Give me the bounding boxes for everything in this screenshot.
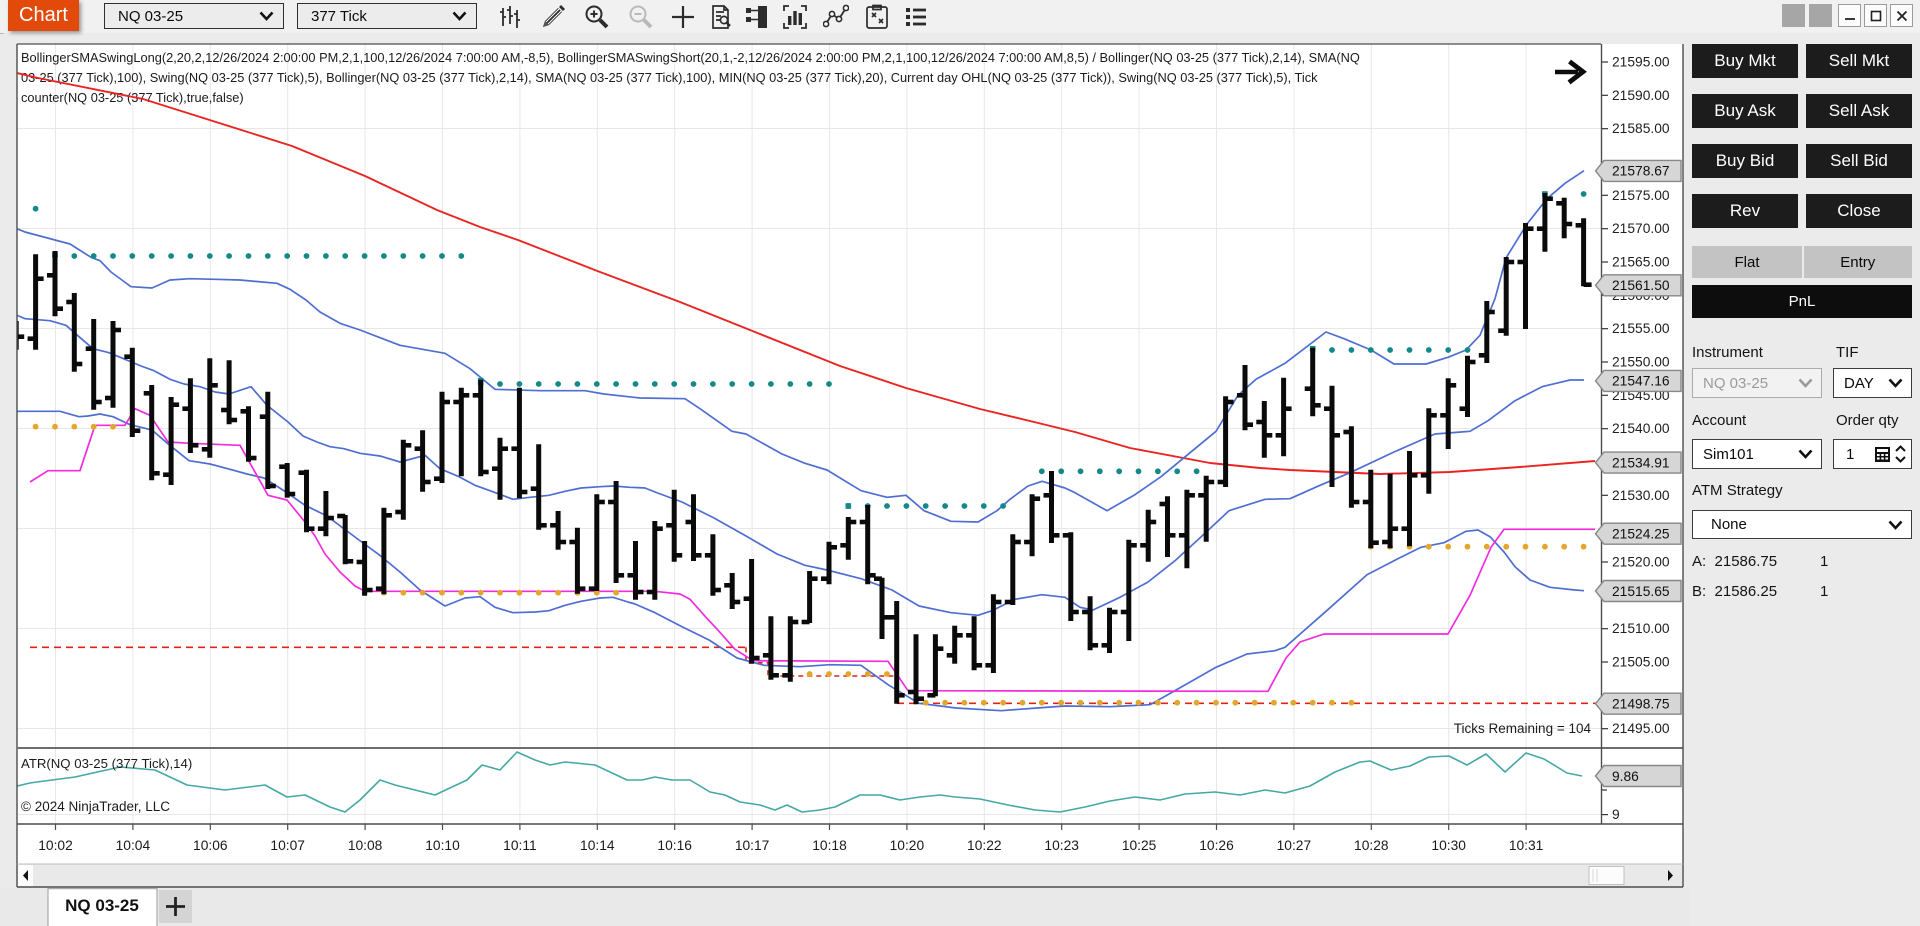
- svg-text:Ticks Remaining = 104: Ticks Remaining = 104: [1454, 721, 1592, 736]
- svg-text:9: 9: [1612, 807, 1620, 822]
- svg-text:10:11: 10:11: [503, 838, 537, 853]
- svg-text:10:28: 10:28: [1354, 838, 1389, 853]
- svg-text:10:04: 10:04: [116, 838, 151, 853]
- svg-text:21534.91: 21534.91: [1612, 455, 1670, 470]
- svg-text:10:06: 10:06: [193, 838, 228, 853]
- svg-text:10:18: 10:18: [812, 838, 847, 853]
- svg-text:10:23: 10:23: [1044, 838, 1079, 853]
- svg-text:21561.50: 21561.50: [1612, 278, 1670, 293]
- svg-text:NQ 03-25: NQ 03-25: [65, 896, 139, 915]
- svg-text:03-25 (377 Tick),100), Swing(N: 03-25 (377 Tick),100), Swing(NQ 03-25 (3…: [21, 70, 1318, 85]
- svg-text:21520.00: 21520.00: [1612, 555, 1670, 570]
- svg-text:10:08: 10:08: [348, 838, 383, 853]
- svg-text:21540.00: 21540.00: [1612, 421, 1670, 436]
- svg-text:10:07: 10:07: [270, 838, 305, 853]
- svg-text:21495.00: 21495.00: [1612, 721, 1670, 736]
- svg-text:21498.75: 21498.75: [1612, 697, 1670, 712]
- svg-text:10:26: 10:26: [1199, 838, 1234, 853]
- svg-text:10:16: 10:16: [657, 838, 692, 853]
- svg-text:21515.65: 21515.65: [1612, 584, 1670, 599]
- svg-text:10:31: 10:31: [1509, 838, 1544, 853]
- svg-text:9.86: 9.86: [1612, 769, 1639, 784]
- svg-text:10:22: 10:22: [967, 838, 1002, 853]
- svg-text:21575.00: 21575.00: [1612, 188, 1670, 203]
- svg-text:21578.67: 21578.67: [1612, 164, 1670, 179]
- svg-text:21510.00: 21510.00: [1612, 621, 1670, 636]
- svg-text:21595.00: 21595.00: [1612, 55, 1670, 70]
- svg-text:21570.00: 21570.00: [1612, 221, 1670, 236]
- svg-text:21565.00: 21565.00: [1612, 255, 1670, 270]
- svg-text:10:20: 10:20: [890, 838, 925, 853]
- svg-text:10:30: 10:30: [1431, 838, 1466, 853]
- svg-text:21547.16: 21547.16: [1612, 374, 1670, 389]
- svg-text:21585.00: 21585.00: [1612, 121, 1670, 136]
- svg-text:10:27: 10:27: [1277, 838, 1312, 853]
- svg-text:21530.00: 21530.00: [1612, 488, 1670, 503]
- svg-text:10:14: 10:14: [580, 838, 615, 853]
- svg-text:BollingerSMASwingLong(2,20,2,1: BollingerSMASwingLong(2,20,2,12/26/2024 …: [21, 50, 1360, 65]
- svg-text:21555.00: 21555.00: [1612, 321, 1670, 336]
- svg-text:10:10: 10:10: [425, 838, 460, 853]
- svg-text:10:25: 10:25: [1122, 838, 1157, 853]
- svg-text:21550.00: 21550.00: [1612, 355, 1670, 370]
- svg-text:ATR(NQ 03-25 (377 Tick),14): ATR(NQ 03-25 (377 Tick),14): [21, 756, 192, 771]
- svg-text:21505.00: 21505.00: [1612, 655, 1670, 670]
- svg-text:10:17: 10:17: [735, 838, 770, 853]
- svg-text:21590.00: 21590.00: [1612, 88, 1670, 103]
- svg-text:21524.25: 21524.25: [1612, 527, 1670, 542]
- svg-text:© 2024 NinjaTrader, LLC: © 2024 NinjaTrader, LLC: [21, 799, 170, 814]
- svg-text:10:02: 10:02: [38, 838, 73, 853]
